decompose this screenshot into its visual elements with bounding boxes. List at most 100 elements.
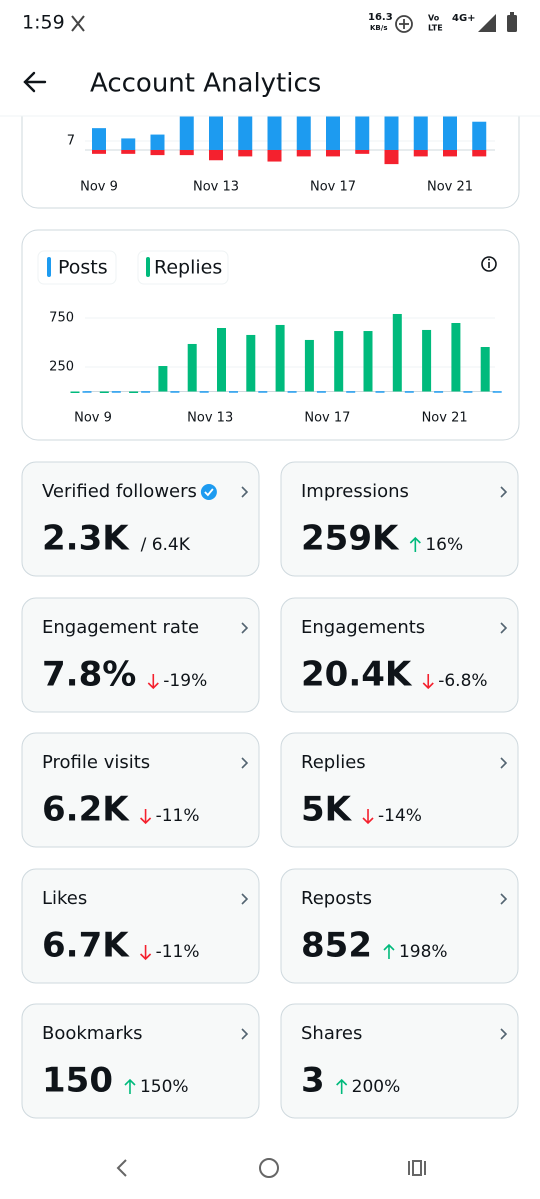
status-volte: Vo (428, 14, 440, 23)
chevron (241, 486, 249, 498)
stat-card[interactable]: Engagement rate 7.8% -19% (21, 597, 260, 713)
nav-recents[interactable] (408, 1160, 426, 1176)
x-tick-label: Nov 9 (74, 411, 112, 426)
stat-label: Reposts (301, 888, 372, 909)
stat-value: 852 (301, 926, 372, 966)
stat-card[interactable]: Reposts 852 198% (280, 868, 519, 984)
battery-icon (507, 15, 517, 32)
stat-card-bg (21, 1003, 260, 1119)
trend-arrow (409, 536, 421, 552)
bar (187, 343, 197, 392)
nav-home[interactable] (259, 1158, 279, 1178)
bar (246, 334, 256, 392)
stat-change: 150% (140, 1077, 189, 1097)
bar (209, 149, 223, 161)
stat-card[interactable]: Profile visits 6.2K -11% (21, 732, 260, 848)
bar (296, 149, 311, 157)
bar (267, 106, 282, 150)
stat-card-bg (21, 461, 260, 577)
stat-card-bg (21, 732, 260, 848)
chevron (241, 757, 249, 769)
bar (170, 391, 180, 393)
bar (238, 149, 253, 157)
bar (384, 149, 399, 165)
info-icon[interactable] (481, 256, 497, 272)
bar (443, 106, 457, 150)
bar (267, 149, 282, 162)
trend-arrow (422, 674, 434, 690)
x-logo (71, 15, 85, 32)
bar (111, 391, 121, 393)
stat-card[interactable]: Bookmarks 150 150% (21, 1003, 260, 1119)
stat-card[interactable]: Verified followers 2.3K / 6.4K (21, 461, 260, 577)
chevron (500, 757, 508, 769)
stat-card[interactable]: Shares 3 200% (280, 1003, 519, 1119)
stat-card[interactable]: Engagements 20.4K -6.8% (280, 597, 519, 713)
legend-label: Posts (58, 257, 108, 279)
stat-label: Shares (301, 1023, 362, 1044)
bar (92, 149, 106, 154)
bar (451, 322, 461, 392)
x-tick-label: Nov 13 (193, 180, 239, 195)
bar (443, 149, 457, 157)
bar (258, 391, 268, 393)
stat-label: Engagements (301, 617, 425, 638)
trend-arrow (147, 674, 159, 690)
stat-label: Impressions (301, 481, 409, 502)
stat-card-bg (280, 868, 519, 984)
y-tick-label: 750 (49, 311, 74, 326)
trend-arrow (140, 945, 152, 961)
back-button[interactable] (23, 71, 47, 93)
y-tick-label: 250 (49, 360, 74, 375)
legend-chip[interactable] (37, 250, 117, 285)
bar (99, 391, 109, 393)
x-tick-label: Nov 21 (427, 180, 473, 195)
trend-arrow (383, 943, 395, 959)
bar (472, 121, 487, 150)
nav-back[interactable] (116, 1159, 127, 1177)
bar (363, 331, 373, 392)
stat-change: 198% (399, 942, 448, 962)
header: 1:59 16.3 KB/s Vo LTE 4G+ Account Analyt… (0, 0, 540, 117)
verified-check (204, 488, 214, 497)
legend-label: Replies (154, 257, 222, 279)
page-title: Account Analytics (90, 69, 321, 99)
chevron (241, 893, 249, 905)
stat-value: 7.8% (42, 655, 136, 695)
stat-value: 6.7K (42, 926, 130, 966)
bar (70, 391, 80, 393)
stat-value: 5K (301, 790, 353, 830)
stat-card-bg (21, 868, 260, 984)
bar (158, 366, 168, 392)
status-volte: LTE (428, 24, 443, 33)
stat-card-bg (21, 597, 260, 713)
stat-card[interactable]: Likes 6.7K -11% (21, 868, 260, 984)
status-network: 4G+ (452, 13, 476, 24)
trend-arrow (124, 1078, 136, 1094)
stat-total: / 6.4K (141, 535, 191, 555)
chevron (500, 893, 508, 905)
stat-card[interactable]: Replies 5K -14% (280, 732, 519, 848)
stat-change: 16% (425, 535, 463, 555)
stat-label: Verified followers (42, 481, 197, 502)
legend-swatch (146, 257, 150, 277)
bar (92, 128, 106, 150)
bar (463, 391, 473, 393)
stat-card[interactable]: Impressions 259K 16% (280, 461, 519, 577)
bar (82, 391, 92, 393)
bar (304, 339, 314, 392)
nav-bar (116, 1158, 426, 1178)
bar (355, 149, 370, 154)
bar (141, 391, 151, 393)
x-tick-label: Nov 13 (187, 411, 233, 426)
legend-swatch (47, 257, 51, 277)
legend-chip[interactable] (137, 250, 229, 285)
chevron (241, 622, 249, 634)
x-tick-label: Nov 17 (304, 411, 350, 426)
stat-change: -11% (156, 942, 200, 962)
stat-label: Likes (42, 888, 87, 909)
trend-arrow (140, 809, 152, 825)
status-speed: 16.3 (368, 12, 393, 23)
